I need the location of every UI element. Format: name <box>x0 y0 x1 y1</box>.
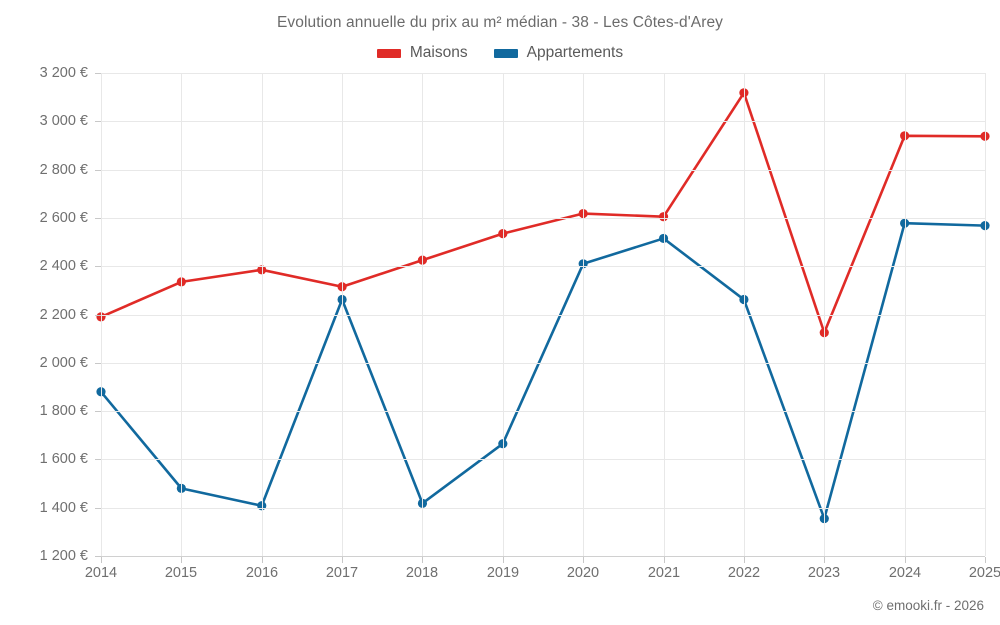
gridline-vertical <box>824 73 825 556</box>
legend-item-appartements[interactable]: Appartements <box>493 44 624 62</box>
y-tick-label: 1 200 € <box>39 548 88 564</box>
footer-credit: © emooki.fr - 2026 <box>872 598 984 613</box>
gridline-vertical <box>664 73 665 556</box>
x-tick-mark <box>101 557 102 563</box>
gridline-horizontal <box>101 459 985 460</box>
y-tick-mark <box>95 363 101 364</box>
gridline-horizontal <box>101 411 985 412</box>
gridline-horizontal <box>101 315 985 316</box>
data-point-marker[interactable] <box>658 233 669 244</box>
data-point-marker[interactable] <box>257 265 267 275</box>
gridline-horizontal <box>101 170 985 171</box>
x-tick-label: 2014 <box>84 565 118 581</box>
gridline-horizontal <box>101 508 985 509</box>
legend-item-maisons[interactable]: Maisons <box>376 44 468 62</box>
gridline-horizontal <box>101 73 985 74</box>
series-line <box>99 221 987 520</box>
y-tick-mark <box>95 218 101 219</box>
y-tick-label: 1 400 € <box>39 500 88 516</box>
gridline-vertical <box>342 73 343 556</box>
x-tick-label: 2021 <box>647 565 681 581</box>
gridline-vertical <box>905 73 906 556</box>
y-tick-mark <box>95 266 101 267</box>
series-appartements <box>96 218 990 524</box>
y-tick-label: 2 200 € <box>39 307 88 323</box>
x-tick-label: 2025 <box>968 565 1000 581</box>
y-tick-label: 2 600 € <box>39 210 88 226</box>
x-tick-label: 2018 <box>405 565 439 581</box>
x-tick-label: 2024 <box>888 565 922 581</box>
legend-label: Maisons <box>409 44 468 61</box>
y-tick-mark <box>95 508 101 509</box>
y-tick-mark <box>95 556 101 557</box>
gridline-vertical <box>262 73 263 556</box>
series-line <box>99 91 987 334</box>
y-tick-label: 2 800 € <box>39 162 88 178</box>
y-tick-mark <box>95 411 101 412</box>
x-tick-mark <box>905 557 906 563</box>
x-tick-mark <box>985 557 986 563</box>
gridline-vertical <box>744 73 745 556</box>
y-tick-label: 2 400 € <box>39 258 88 274</box>
gridline-horizontal <box>101 121 985 122</box>
gridline-vertical <box>181 73 182 556</box>
x-axis-line <box>101 556 985 557</box>
x-tick-label: 2015 <box>164 565 198 581</box>
y-tick-mark <box>95 459 101 460</box>
legend-swatch-icon <box>376 48 401 58</box>
legend-swatch-icon <box>493 48 518 58</box>
x-tick-mark <box>583 557 584 563</box>
legend-label: Appartements <box>526 44 624 61</box>
gridline-horizontal <box>101 218 985 219</box>
gridline-vertical <box>985 73 986 556</box>
x-tick-mark <box>824 557 825 563</box>
x-tick-label: 2019 <box>486 565 520 581</box>
x-tick-label: 2022 <box>727 565 761 581</box>
data-point-marker[interactable] <box>498 439 508 449</box>
y-tick-label: 3 000 € <box>39 113 88 129</box>
y-tick-label: 1 600 € <box>39 451 88 467</box>
x-tick-label: 2020 <box>566 565 600 581</box>
x-tick-mark <box>664 557 665 563</box>
x-tick-mark <box>342 557 343 563</box>
gridline-vertical <box>422 73 423 556</box>
data-point-marker[interactable] <box>498 229 508 239</box>
x-tick-mark <box>262 557 263 563</box>
x-tick-label: 2016 <box>245 565 279 581</box>
x-tick-mark <box>422 557 423 563</box>
x-tick-label: 2023 <box>807 565 841 581</box>
x-tick-mark <box>181 557 182 563</box>
y-tick-mark <box>95 170 101 171</box>
gridline-horizontal <box>101 363 985 364</box>
data-point-marker[interactable] <box>739 294 749 305</box>
data-point-marker[interactable] <box>900 218 910 228</box>
data-point-marker[interactable] <box>900 131 910 141</box>
x-tick-mark <box>503 557 504 563</box>
x-tick-mark <box>744 557 745 563</box>
x-tick-label: 2017 <box>325 565 359 581</box>
gridline-vertical <box>503 73 504 556</box>
y-tick-mark <box>95 121 101 122</box>
y-tick-mark <box>95 73 101 74</box>
data-point-marker[interactable] <box>739 88 749 98</box>
plot-area <box>96 73 990 557</box>
y-tick-mark <box>95 315 101 316</box>
gridline-horizontal <box>101 266 985 267</box>
gridline-vertical <box>583 73 584 556</box>
y-tick-label: 3 200 € <box>39 65 88 81</box>
y-tick-label: 1 800 € <box>39 403 88 419</box>
y-tick-label: 2 000 € <box>39 355 88 371</box>
chart-title: Evolution annuelle du prix au m² médian … <box>276 14 724 31</box>
chart-legend: Maisons Appartements <box>0 44 1000 62</box>
series-maisons <box>96 88 990 338</box>
gridline-vertical <box>101 73 102 556</box>
